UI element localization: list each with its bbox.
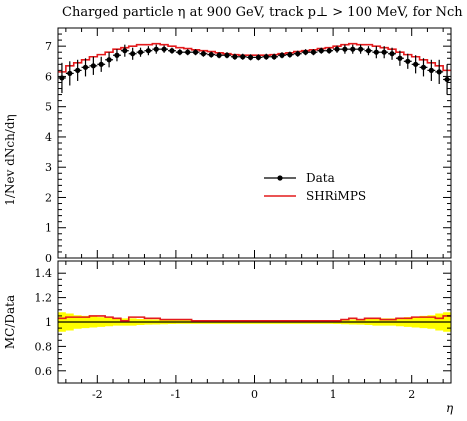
y-tick-label: 5 (45, 101, 52, 114)
x-tick-label: 0 (251, 388, 258, 401)
ratio-y-tick-label: 0.8 (35, 340, 53, 353)
ratio-y-tick-label: 1.2 (35, 292, 53, 305)
y-tick-label: 1 (45, 222, 52, 235)
data-point (185, 49, 191, 55)
ratio-y-label: MC/Data (3, 295, 17, 349)
x-tick-label: 1 (330, 388, 337, 401)
data-point (216, 52, 222, 58)
data-point (130, 51, 136, 57)
data-point (122, 48, 128, 54)
data-point (232, 54, 238, 60)
ratio-y-tick-label: 1.4 (35, 267, 53, 280)
ratio-frame (57, 260, 452, 384)
x-tick-label: -1 (171, 388, 182, 401)
y-tick-label: 3 (45, 161, 52, 174)
data-point (302, 49, 309, 55)
x-axis-label: η (446, 401, 454, 415)
data-point (82, 64, 89, 70)
legend: Data SHRiMPS (264, 171, 366, 203)
data-point (169, 48, 175, 54)
data-point (279, 52, 285, 58)
data-point (153, 46, 159, 52)
y-tick-label: 6 (45, 70, 52, 83)
legend-shrimps-label: SHRiMPS (306, 189, 366, 203)
data-point (90, 63, 96, 69)
data-point (334, 46, 340, 52)
data-point (271, 54, 277, 60)
data-point (263, 54, 269, 60)
data-point (444, 76, 450, 83)
x-tick-label: 2 (408, 388, 415, 401)
data-point (137, 49, 144, 55)
data-point (310, 49, 317, 55)
main-y-label: 1/Nev dNch/dη (3, 114, 17, 205)
data-point (200, 51, 207, 57)
data-point (318, 48, 324, 54)
data-point (436, 69, 442, 75)
data-point (224, 52, 230, 58)
data-point (59, 75, 65, 81)
data-point (208, 52, 214, 58)
data-point (350, 46, 356, 52)
ratio-panel: 0.6 0.8 1 1.2 1.4 -2 -1 0 1 2 (35, 260, 452, 401)
data-point (420, 64, 427, 70)
data-point (98, 61, 104, 67)
main-panel: 0 1 2 3 4 5 6 7 (45, 27, 452, 265)
data-point (240, 54, 246, 60)
data-point (287, 52, 293, 58)
ratio-y-tick-label: 0.6 (35, 365, 53, 378)
data-point (389, 51, 395, 57)
shrimps-ratio-line (58, 315, 451, 322)
legend-data-marker (277, 175, 283, 181)
y-tick-label: 2 (45, 191, 52, 204)
data-point (247, 54, 254, 60)
data-point (106, 57, 112, 63)
data-point (342, 46, 348, 52)
data-point (397, 55, 403, 61)
data-point (255, 54, 262, 60)
data-point (365, 48, 372, 54)
data-point (192, 49, 199, 55)
data-point (75, 67, 81, 73)
chart-title: Charged particle η at 900 GeV, track p⊥ … (62, 5, 467, 20)
legend-data-label: Data (306, 171, 335, 185)
data-point (114, 52, 120, 58)
data-point (428, 67, 434, 73)
data-point (413, 61, 419, 67)
y-tick-label: 7 (45, 40, 52, 53)
data-point (358, 46, 364, 52)
data-point (145, 48, 151, 54)
data-point (373, 49, 379, 55)
data-point (295, 51, 301, 57)
data-point (177, 49, 183, 55)
data-point (161, 46, 167, 52)
y-tick-label: 4 (45, 131, 52, 144)
shrimps-histogram-line (58, 42, 451, 73)
y-tick-label: 0 (45, 252, 52, 265)
data-point (381, 49, 387, 55)
data-point (405, 58, 411, 64)
ratio-y-tick-label: 1 (45, 316, 52, 329)
x-tick-label: -2 (92, 388, 103, 401)
main-frame (57, 27, 452, 259)
data-point (67, 70, 73, 76)
data-point (326, 48, 332, 54)
